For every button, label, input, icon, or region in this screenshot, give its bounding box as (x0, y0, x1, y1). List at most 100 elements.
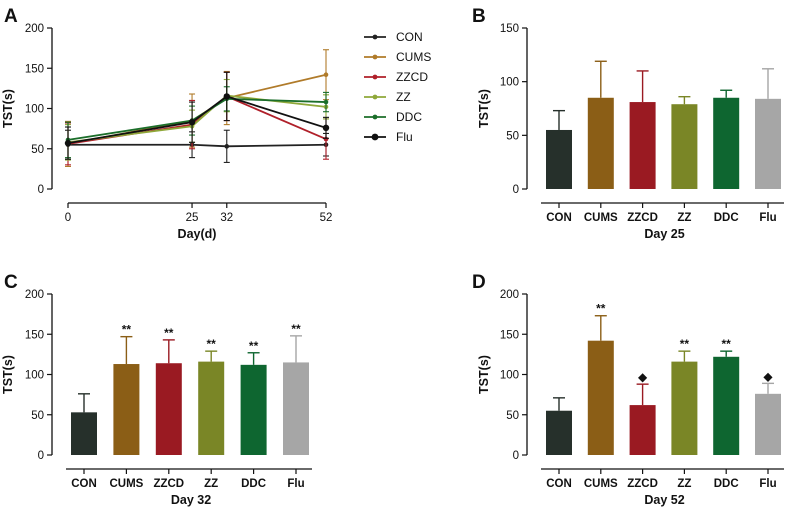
x-tick-label: ZZCD (627, 212, 658, 224)
bar-cums (587, 97, 614, 189)
y-axis-label: TST(s) (477, 89, 491, 128)
significance-marker: ◆ (763, 369, 773, 383)
legend-marker (372, 94, 378, 100)
bar-group-flu: Flu (755, 68, 781, 224)
bar-zz (198, 361, 225, 455)
x-tick-label: DDC (714, 212, 739, 224)
bar-con (71, 412, 97, 455)
panel-label-d: D (472, 272, 486, 293)
x-axis-label: Day 52 (644, 493, 684, 507)
y-tick-label: 50 (31, 144, 44, 156)
bar-con (546, 410, 572, 455)
panel-b: B 0 50 100 150 TST(s) CON CUMS ZZCD ZZ DDC Flu Day 2… (472, 6, 784, 241)
legend: CON CUMS ZZCD ZZ DDC Flu (364, 30, 431, 144)
x-tick-label: ZZ (204, 478, 218, 490)
bar-cums (587, 340, 614, 455)
x-tick-label: ZZCD (627, 478, 658, 490)
bar-cums (113, 364, 140, 455)
bar-ddc (240, 364, 267, 455)
bar-group-ddc: DDC ** (240, 339, 267, 490)
bar-zzcd (629, 405, 656, 455)
y-tick-label: 50 (506, 130, 519, 142)
bar-flu (283, 362, 309, 455)
data-point (322, 124, 330, 132)
significance-marker: ** (722, 337, 732, 351)
x-tick-label: CUMS (584, 212, 618, 224)
bar-group-zz: ZZ ** (198, 337, 225, 490)
panel-label-b: B (472, 6, 486, 27)
significance-marker: ** (680, 337, 690, 351)
bar-group-cums: CUMS ** (109, 323, 143, 490)
x-tick-label: Flu (759, 478, 776, 490)
y-axis-label: TST(s) (1, 89, 15, 128)
bar-group-flu: Flu ** (283, 322, 309, 490)
y-tick-label: 50 (31, 410, 44, 422)
y-tick-label: 0 (38, 184, 44, 196)
bar-group-zz: ZZ (671, 95, 698, 224)
legend-label: ZZCD (396, 70, 428, 84)
bar-group-zzcd: ZZCD ** (153, 326, 184, 490)
y-tick-label: 0 (38, 450, 44, 462)
significance-marker: ** (291, 322, 301, 336)
bar-con (546, 129, 572, 189)
x-tick-label: DDC (714, 478, 739, 490)
significance-marker: ** (164, 326, 174, 340)
series-flu (64, 71, 330, 160)
legend-marker (372, 34, 378, 40)
legend-marker (372, 74, 378, 80)
bar-zz (671, 104, 698, 189)
x-tick-label: 52 (320, 212, 333, 224)
data-point (323, 72, 329, 77)
x-tick-label: 25 (186, 212, 199, 224)
legend-marker (372, 54, 378, 60)
data-point (223, 93, 230, 100)
x-tick-label: ZZ (677, 212, 691, 224)
bar-group-flu: Flu ◆ (755, 369, 781, 490)
x-tick-label: 32 (220, 212, 233, 224)
bar-group-zzcd: ZZCD (627, 70, 658, 224)
panel-a: A 0 50 100 150 200 TST(s) 0 25 32 52 Day(d) CON CUMS Z… (1, 6, 431, 241)
y-tick-label: 100 (500, 370, 519, 382)
y-tick-label: 0 (513, 450, 519, 462)
data-point (224, 144, 230, 149)
bar-group-zz: ZZ ** (671, 337, 698, 490)
bar-group-con: CON (71, 393, 97, 490)
x-tick-label: 0 (65, 212, 71, 224)
x-tick-label: CUMS (584, 478, 618, 490)
y-tick-label: 100 (500, 77, 519, 89)
significance-marker: ** (249, 339, 259, 353)
y-tick-label: 150 (25, 63, 44, 75)
y-tick-label: 150 (25, 329, 44, 341)
bar-flu (755, 98, 781, 189)
bar-group-ddc: DDC ** (713, 337, 740, 490)
y-tick-label: 50 (506, 410, 519, 422)
y-tick-label: 100 (25, 370, 44, 382)
bar-zz (671, 361, 698, 455)
x-tick-label: Flu (287, 478, 304, 490)
bar-ddc (713, 97, 740, 189)
bar-flu (755, 393, 781, 455)
panel-label-c: C (4, 272, 18, 293)
y-tick-label: 200 (25, 289, 44, 301)
x-tick-label: CON (546, 478, 572, 490)
data-point (188, 118, 196, 126)
legend-label: CUMS (396, 50, 431, 64)
legend-label: CON (396, 30, 423, 44)
significance-marker: ** (207, 337, 217, 351)
legend-marker (372, 114, 378, 120)
y-tick-label: 100 (25, 104, 44, 116)
legend-label: DDC (396, 110, 422, 124)
series-line-con (68, 143, 327, 148)
bar-zzcd (629, 102, 656, 189)
panel-label-a: A (4, 6, 18, 27)
x-axis-label: Day 25 (644, 227, 684, 241)
x-tick-label: ZZ (677, 478, 691, 490)
legend-item-ddc: DDC (364, 110, 422, 124)
bar-group-cums: CUMS ** (584, 302, 618, 490)
bar-zzcd (155, 363, 182, 455)
x-tick-label: DDC (241, 478, 266, 490)
bar-group-con: CON (546, 397, 572, 490)
